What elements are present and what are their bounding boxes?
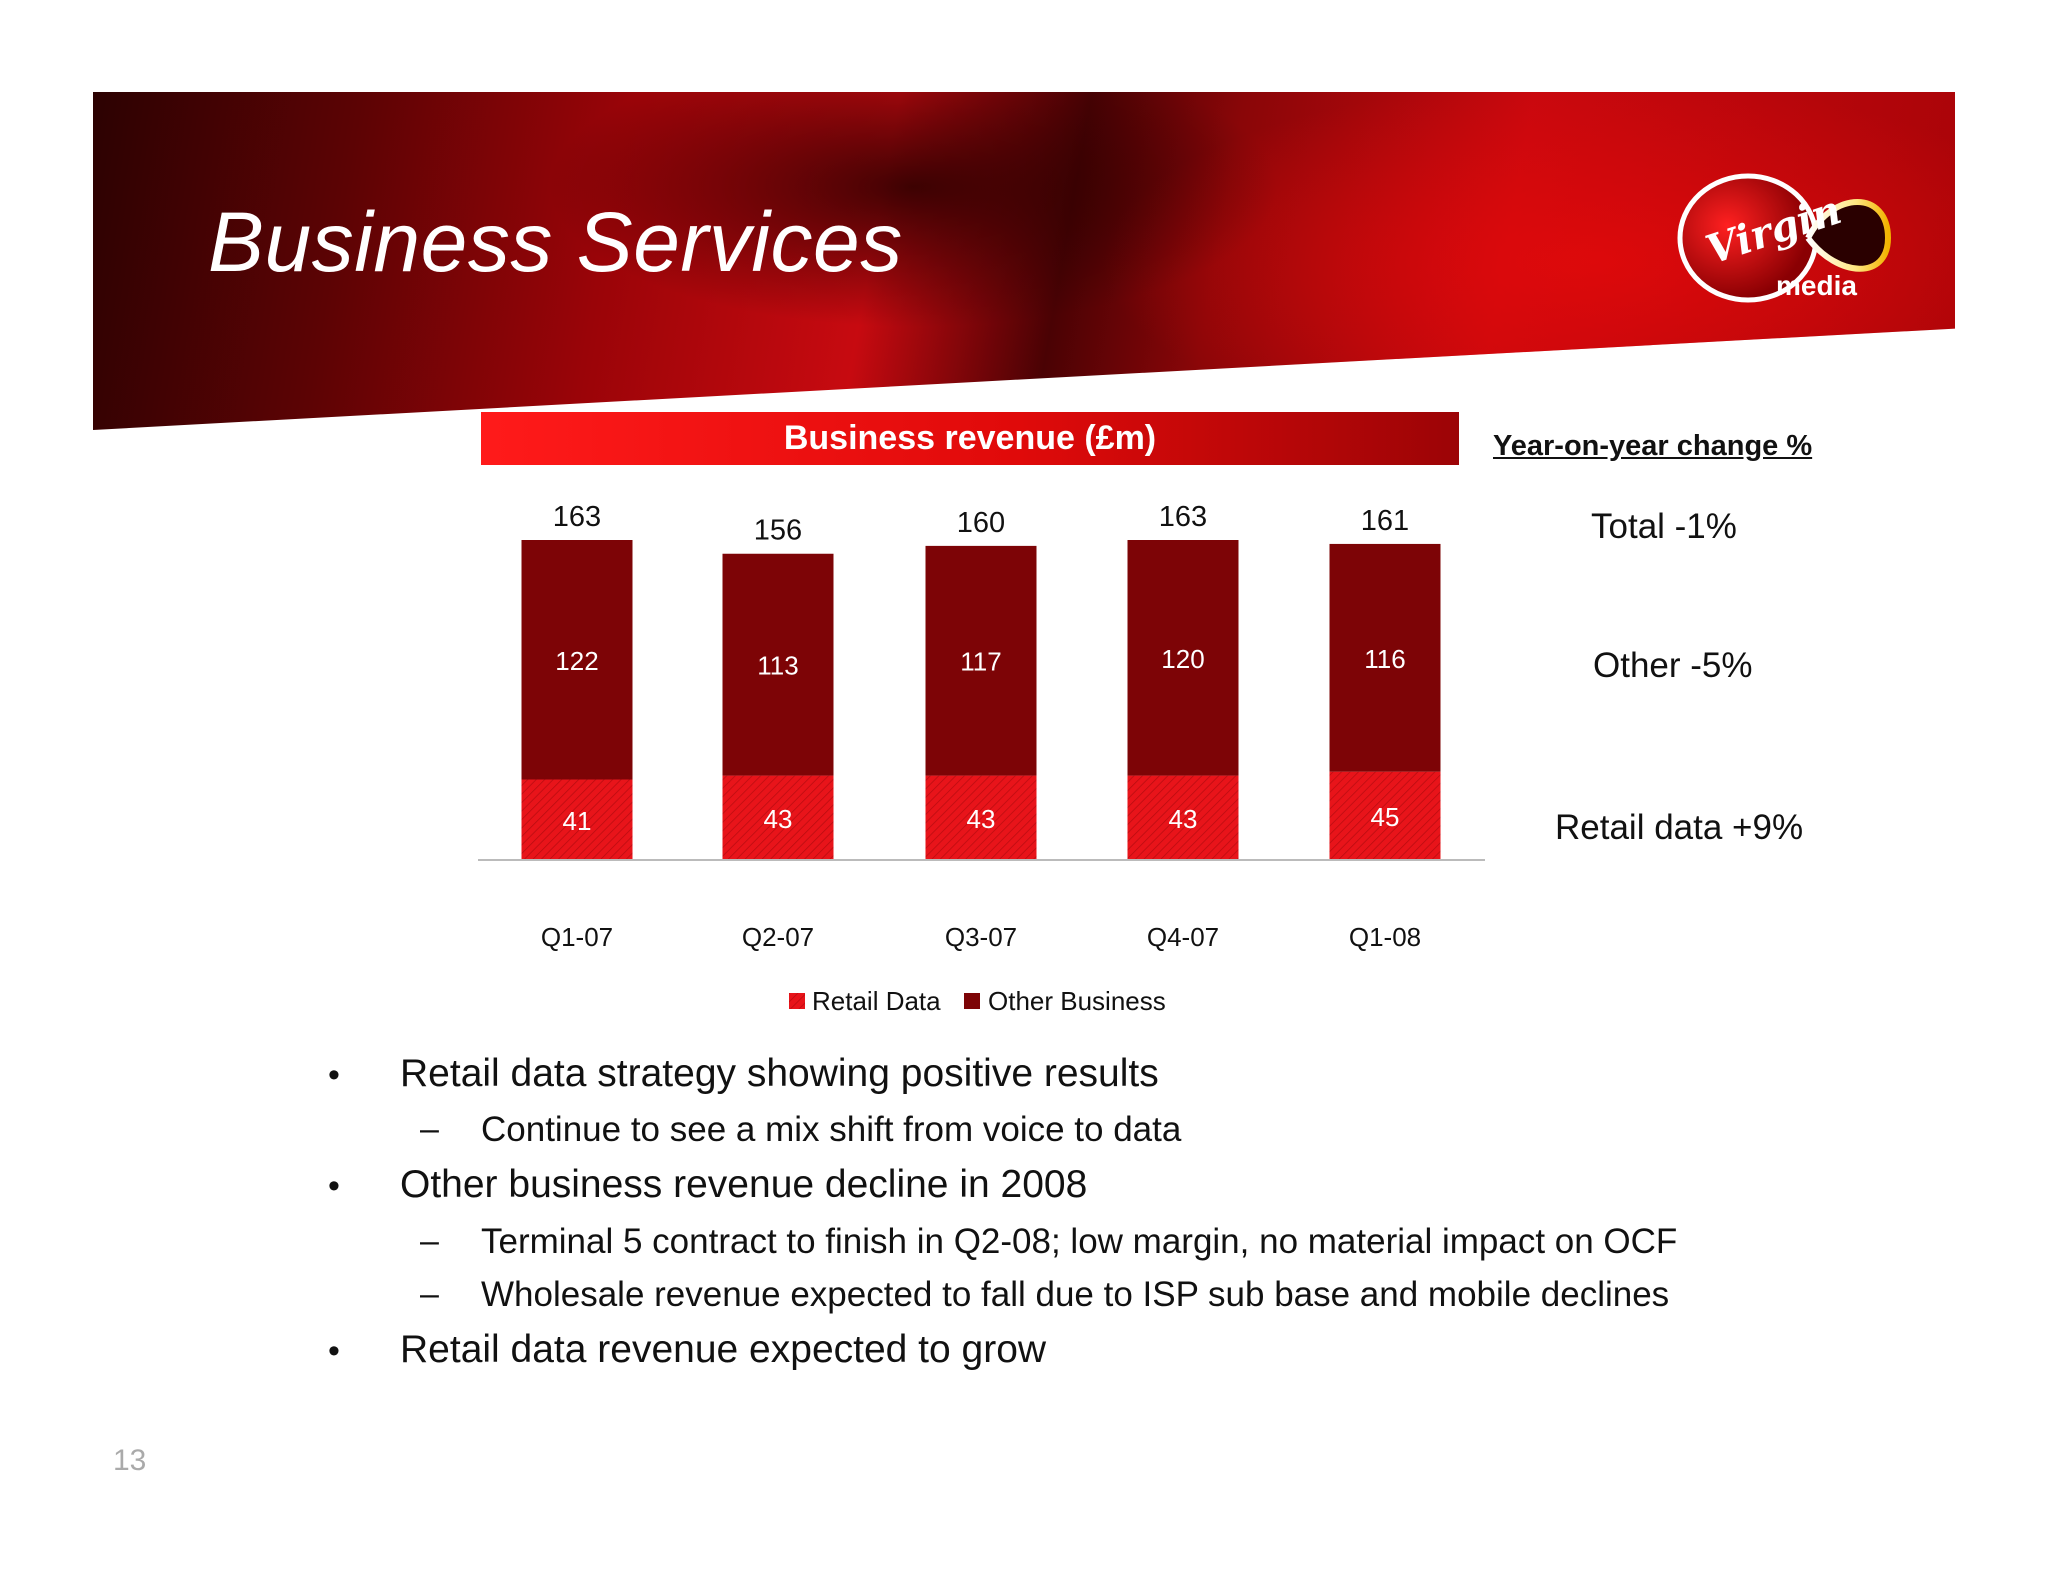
- label-total: 163: [553, 501, 601, 533]
- bar-other-business: [925, 545, 1037, 776]
- bullet-marker: –: [420, 1222, 439, 1260]
- label-total: 156: [754, 515, 802, 547]
- label-retail-data: 43: [967, 804, 996, 834]
- legend-label-other-business: Other Business: [988, 986, 1166, 1016]
- label-other-business: 122: [555, 646, 598, 676]
- yoy-retail-data: Retail data +9%: [1555, 808, 1804, 847]
- label-retail-data: 41: [563, 806, 592, 836]
- bar-retail-data: [521, 779, 633, 860]
- label-retail-data: 43: [1169, 804, 1198, 834]
- label-total: 160: [957, 507, 1005, 539]
- slide-title: Business Services: [208, 195, 903, 289]
- bar-retail-data: [1127, 775, 1239, 860]
- legend-label-retail-data: Retail Data: [812, 986, 941, 1016]
- bar-retail-data: [925, 775, 1037, 860]
- x-tick-label: Q3-07: [945, 922, 1017, 952]
- bar-retail-data: [1329, 771, 1441, 860]
- legend-swatch-retail-data: [789, 993, 805, 1009]
- bullet-marker: •: [328, 1332, 340, 1370]
- label-other-business: 120: [1161, 644, 1204, 674]
- yoy-title: Year-on-year change %: [1493, 430, 1813, 462]
- bar-other-business: [1329, 543, 1441, 772]
- label-total: 163: [1159, 501, 1207, 533]
- chart-title: Business revenue (£m): [783, 419, 1157, 457]
- bar-other-business: [521, 540, 633, 780]
- bullet-marker: –: [420, 1110, 439, 1148]
- label-other-business: 117: [960, 647, 1001, 677]
- bullet-1: Retail data strategy showing positive re…: [400, 1052, 1159, 1095]
- logo-text-media: media: [1776, 270, 1857, 301]
- bullet-3: Retail data revenue expected to grow: [400, 1328, 1047, 1371]
- virgin-media-logo: Virgin media: [1677, 173, 1892, 303]
- bullet-marker: –: [420, 1275, 439, 1313]
- label-other-business: 116: [1364, 644, 1405, 674]
- bar-retail-data: [722, 775, 834, 860]
- label-other-business: 113: [757, 651, 798, 681]
- label-retail-data: 45: [1371, 802, 1400, 832]
- sub-bullet-3: Wholesale revenue expected to fall due t…: [481, 1275, 1670, 1314]
- yoy-total: Total -1%: [1591, 507, 1737, 546]
- x-tick-label: Q1-07: [541, 922, 613, 952]
- sub-bullet-2: Terminal 5 contract to finish in Q2-08; …: [481, 1222, 1678, 1261]
- label-retail-data: 43: [764, 804, 793, 834]
- x-tick-label: Q2-07: [742, 922, 814, 952]
- bullet-marker: •: [328, 1056, 340, 1094]
- bar-other-business: [722, 553, 834, 776]
- bullet-marker: •: [328, 1167, 340, 1205]
- bullet-2: Other business revenue decline in 2008: [400, 1163, 1088, 1206]
- x-tick-label: Q1-08: [1349, 922, 1421, 952]
- yoy-other: Other -5%: [1593, 646, 1753, 685]
- legend-swatch-other-business: [964, 993, 980, 1009]
- label-total: 161: [1361, 505, 1409, 537]
- chart-header: Business revenue (£m): [481, 412, 1459, 465]
- bar-other-business: [1127, 540, 1239, 776]
- page-number: 13: [113, 1444, 147, 1477]
- x-tick-label: Q4-07: [1147, 922, 1219, 952]
- sub-bullet-1: Continue to see a mix shift from voice t…: [481, 1110, 1182, 1149]
